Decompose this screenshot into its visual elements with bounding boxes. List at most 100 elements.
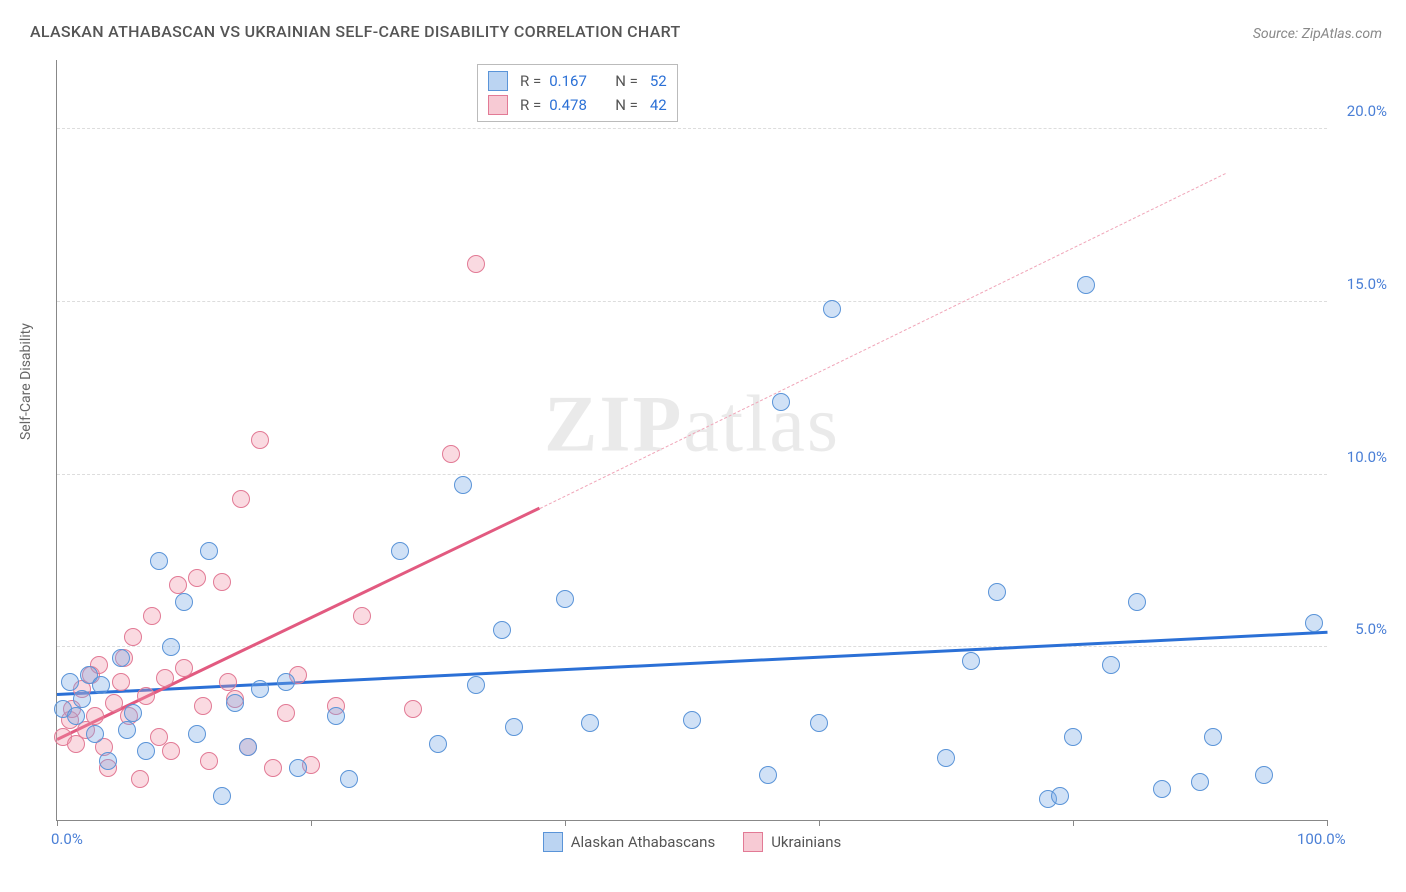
data-point (232, 490, 250, 508)
data-point (988, 583, 1006, 601)
data-point (581, 714, 599, 732)
data-point (1128, 593, 1146, 611)
data-point (556, 590, 574, 608)
chart-title: ALASKAN ATHABASCAN VS UKRAINIAN SELF-CAR… (30, 22, 681, 41)
data-point (353, 607, 371, 625)
y-tick-label: 5.0% (1355, 620, 1387, 638)
x-tick (565, 820, 566, 826)
data-point (131, 770, 149, 788)
swatch-blue-icon (543, 832, 563, 852)
x-tick (57, 820, 58, 826)
data-point (213, 787, 231, 805)
data-point (143, 607, 161, 625)
data-point (454, 476, 472, 494)
data-point (61, 673, 79, 691)
y-tick-label: 10.0% (1347, 448, 1387, 466)
stats-row-blue: R = 0.167 N = 52 (488, 69, 667, 93)
data-point (1051, 787, 1069, 805)
x-tick (311, 820, 312, 826)
data-point (188, 725, 206, 743)
data-point (683, 711, 701, 729)
data-point (404, 700, 422, 718)
data-point (759, 766, 777, 784)
legend-label-blue: Alaskan Athabascans (571, 833, 715, 851)
stat-n-pink: 42 (650, 96, 667, 114)
data-point (493, 621, 511, 639)
swatch-blue-icon (488, 71, 508, 91)
source-label: Source: ZipAtlas.com (1253, 26, 1382, 42)
swatch-pink-icon (743, 832, 763, 852)
data-point (86, 725, 104, 743)
data-point (251, 431, 269, 449)
data-point (118, 721, 136, 739)
data-point (219, 673, 237, 691)
data-point (1305, 614, 1323, 632)
legend: Alaskan Athabascans Ukrainians (57, 832, 1327, 852)
x-tick-label: 0.0% (51, 830, 83, 848)
data-point (429, 735, 447, 753)
data-point (200, 542, 218, 560)
data-point (251, 680, 269, 698)
data-point (772, 393, 790, 411)
stat-n-label: N = (615, 72, 638, 90)
stat-n-blue: 52 (650, 72, 667, 90)
stat-n-label: N = (615, 96, 638, 114)
data-point (86, 707, 104, 725)
data-point (340, 770, 358, 788)
data-point (175, 659, 193, 677)
data-point (810, 714, 828, 732)
data-point (264, 759, 282, 777)
y-axis-label: Self-Care Disability (18, 323, 34, 440)
data-point (112, 649, 130, 667)
trend-line (57, 631, 1327, 696)
data-point (73, 690, 91, 708)
data-point (156, 669, 174, 687)
data-point (67, 707, 85, 725)
stat-r-blue: 0.167 (549, 72, 597, 90)
data-point (112, 673, 130, 691)
data-point (188, 569, 206, 587)
data-point (1064, 728, 1082, 746)
data-point (92, 676, 110, 694)
data-point (200, 752, 218, 770)
x-tick (819, 820, 820, 826)
data-point (937, 749, 955, 767)
data-point (442, 445, 460, 463)
data-point (1077, 276, 1095, 294)
data-point (277, 673, 295, 691)
data-point (169, 576, 187, 594)
data-point (124, 704, 142, 722)
stats-box: R = 0.167 N = 52 R = 0.478 N = 42 (477, 64, 678, 122)
legend-label-pink: Ukrainians (771, 833, 841, 851)
data-point (124, 628, 142, 646)
data-point (162, 638, 180, 656)
data-point (162, 742, 180, 760)
trend-line (539, 173, 1225, 509)
watermark: ZIPatlas (544, 379, 840, 470)
data-point (289, 759, 307, 777)
stat-r-label: R = (520, 96, 541, 114)
legend-item-pink: Ukrainians (743, 832, 841, 852)
data-point (105, 694, 123, 712)
data-point (1191, 773, 1209, 791)
data-point (239, 738, 257, 756)
data-point (962, 652, 980, 670)
data-point (327, 707, 345, 725)
data-point (99, 752, 117, 770)
y-tick-label: 20.0% (1347, 102, 1387, 120)
stat-r-pink: 0.478 (549, 96, 597, 114)
data-point (213, 573, 231, 591)
gridline (57, 301, 1327, 302)
data-point (1153, 780, 1171, 798)
data-point (150, 552, 168, 570)
data-point (277, 704, 295, 722)
gridline (57, 474, 1327, 475)
stat-r-label: R = (520, 72, 541, 90)
gridline (57, 128, 1327, 129)
data-point (226, 694, 244, 712)
data-point (1255, 766, 1273, 784)
swatch-pink-icon (488, 95, 508, 115)
data-point (505, 718, 523, 736)
data-point (1204, 728, 1222, 746)
data-point (823, 300, 841, 318)
